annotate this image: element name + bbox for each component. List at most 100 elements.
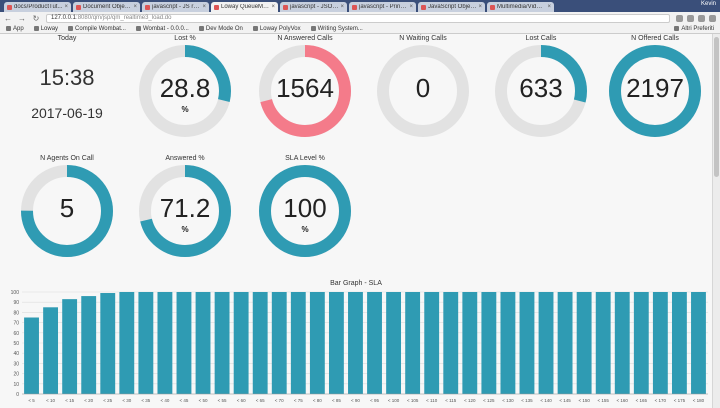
x-tick-label: < 30 [122,398,131,403]
sla-bar [157,292,173,394]
close-tab-icon[interactable]: × [340,4,344,10]
bookmark-star-icon[interactable] [676,14,683,22]
sla-bar-chart: 0 10 20 30 40 50 60 70 80 90 100 < 5 < 10 < 15 < 20 < 2… [11,290,708,403]
bookmark-label: Compile Wombat... [75,25,126,32]
browser-tab-bar: docs/ProductTut... × Document Object ... × j… [0,0,720,12]
bookmark-item[interactable]: Dev Mode On [198,26,243,32]
gauge-unit: % [181,225,189,234]
agents-on-call-widget: N Agents On Call 5 [12,154,122,259]
answered-calls-widget: N Answered Calls 1564 [250,34,360,139]
sla-bar [614,292,630,394]
profile-name[interactable]: Kevin [700,1,716,7]
bookmark-label: Writing System... [317,25,363,32]
favicon-icon [421,4,426,10]
vertical-scrollbar[interactable] [712,34,720,408]
bookmark-label: App [13,25,24,32]
sla-bar [576,292,592,394]
x-tick-label: < 155 [597,398,609,403]
browser-tab[interactable]: javascript - Print ... × [349,2,416,12]
donut-gauge: 2197 [607,43,703,139]
widget-title: Answered % [165,155,205,162]
sla-bar [290,292,306,394]
browser-tab[interactable]: javascript - JSON ... × [280,2,347,12]
gauge-value: 5 [59,193,75,223]
favicon-icon [352,4,357,10]
sla-bar [328,292,344,394]
today-widget: Today 15:38 2017-06-19 [12,34,122,121]
browser-tab[interactable]: Multimedia/Video... × [487,2,554,12]
x-tick-label: < 115 [445,398,457,403]
other-bookmarks[interactable]: Altri Preferiti [674,26,714,32]
x-tick-label: < 10 [46,398,55,403]
x-tick-label: < 165 [636,398,648,403]
answered-pct-widget: Answered % 71.2 % [130,154,240,259]
sla-bar [309,292,325,394]
current-time: 15:38 [39,65,95,90]
x-tick-label: < 135 [521,398,533,403]
bookmark-item[interactable]: App [6,26,24,32]
bookmark-item[interactable]: Loway [33,26,58,32]
y-tick-label: 60 [13,331,19,337]
bookmark-item[interactable]: Wombat - 0.0.0... [135,26,189,32]
extension-icon[interactable] [687,14,694,22]
x-tick-label: < 5 [28,398,35,403]
close-tab-icon[interactable]: × [271,4,275,10]
tab-label: javascript - JSON ... [290,4,339,10]
y-tick-label: 20 [13,372,19,378]
sla-bar [557,292,573,394]
browser-tab[interactable]: JavaScript Objects × [418,2,485,12]
bookmark-item[interactable]: Compile Wombat... [68,26,126,32]
sla-bar [538,292,554,394]
widget-title: Lost Calls [525,35,557,42]
x-tick-label: < 150 [578,398,590,403]
reload-icon[interactable]: ↻ [32,13,40,23]
url-host: 127.0.0.1 [51,15,77,21]
sla-bar [367,292,382,394]
favicon-icon [490,4,495,10]
sla-bar [424,292,440,394]
browser-tab[interactable]: Document Object ... × [73,2,140,12]
donut-gauge: 28.8 % [137,43,233,139]
scrollbar-thumb[interactable] [714,37,719,177]
favicon-icon [283,4,288,10]
x-tick-label: < 75 [294,398,303,403]
close-tab-icon[interactable]: × [409,4,413,10]
tab-label: Document Object ... [83,4,132,10]
close-tab-icon[interactable]: × [64,4,68,10]
y-tick-label: 40 [13,351,19,357]
close-tab-icon[interactable]: × [133,4,137,10]
donut-gauge: 71.2 % [137,163,233,259]
sla-bar [652,292,668,394]
close-tab-icon[interactable]: × [547,4,551,10]
browser-tab[interactable]: Loway QueueMet... × [211,2,278,12]
menu-icon[interactable] [709,14,716,22]
close-tab-icon[interactable]: × [478,4,482,10]
realtime-dashboard: Today 15:38 2017-06-19 Lost % 28.8 % N A… [0,34,712,408]
gauge-ring [609,45,701,137]
extension-icon[interactable] [698,14,705,22]
x-tick-label: < 15 [65,398,74,403]
widget-title: Lost % [174,35,196,42]
sla-bar [252,292,268,394]
sla-bar [214,292,230,394]
gauge-arc [609,45,701,137]
gauge-track [377,45,469,137]
bookmark-item[interactable]: Writing System... [310,25,363,32]
x-tick-label: < 105 [407,398,419,403]
tab-label: docs/ProductTut... [14,4,63,10]
browser-tab[interactable]: docs/ProductTut... × [4,2,71,12]
favicon-icon [145,4,150,10]
x-tick-label: < 140 [540,398,552,403]
x-tick-label: < 100 [388,398,400,403]
gauge-ring [139,45,231,137]
close-tab-icon[interactable]: × [202,4,206,10]
address-bar[interactable]: 127.0.0.1:8080/qm/jsp/qm_realtime3_load.… [46,13,670,23]
tab-label: javascript - JS reg... [152,4,201,10]
bookmark-item[interactable]: Loway PolyVox [252,26,301,32]
sla-bar [671,292,687,394]
back-arrow-icon[interactable]: ← [4,13,12,23]
browser-tab[interactable]: javascript - JS reg... × [142,2,209,12]
forward-arrow-icon[interactable]: → [18,13,26,23]
sla-bar [519,292,535,394]
gauge-value: 28.8 [159,73,211,103]
